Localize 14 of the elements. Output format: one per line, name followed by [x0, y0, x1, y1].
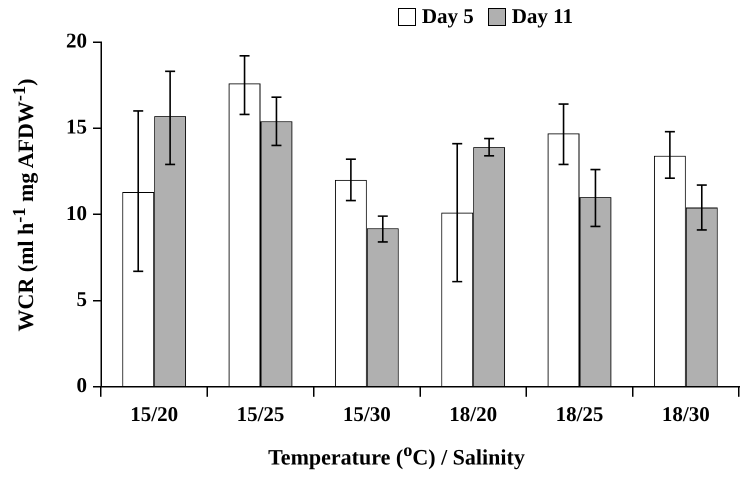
x-tick-label: 18/25 [556, 402, 604, 426]
y-tick-label: 10 [66, 200, 87, 225]
x-axis-title: Temperature ($^{o}$C) / Salinity [267, 440, 526, 470]
x-tick-label: 15/30 [342, 402, 391, 426]
x-tick-label: 18/20 [449, 402, 498, 426]
x-tick-label: 15/25 [236, 402, 284, 426]
y-tick-label: 5 [76, 287, 87, 312]
y-tick-label: 20 [66, 28, 87, 52]
legend-label: Day 5 [422, 4, 474, 29]
y-tick-label: 0 [76, 373, 87, 398]
x-tick-label: 15/20 [130, 402, 178, 426]
legend-label: Day 11 [512, 4, 573, 29]
x-tick-label: 18/30 [662, 402, 710, 426]
y-tick-label: 15 [66, 114, 87, 139]
